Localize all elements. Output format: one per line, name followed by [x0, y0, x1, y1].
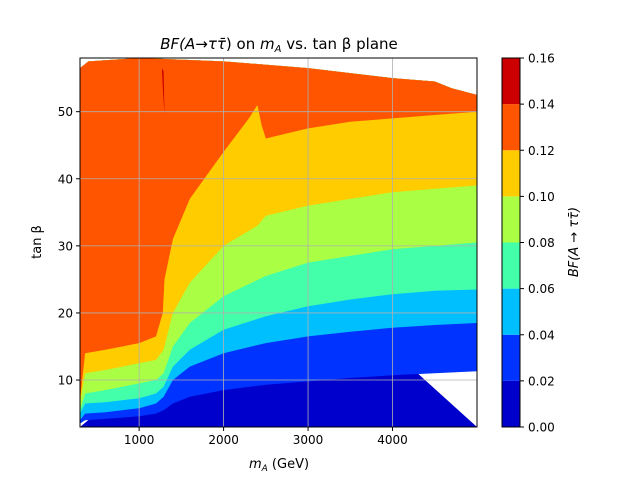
x-tick-label: 3000 — [293, 433, 324, 447]
colorbar-tick-label: 0.12 — [528, 144, 555, 158]
y-tick-label: 20 — [58, 306, 73, 320]
x-axis-label: mA (GeV) — [249, 457, 309, 474]
chart-title: BF(A→ττ̄) on mA vs. tan β plane — [160, 35, 398, 55]
x-tick-label: 4000 — [377, 433, 408, 447]
plot-frame — [79, 57, 478, 428]
colorbar-tick-label: 0.16 — [528, 52, 555, 66]
colorbar-swatch — [502, 104, 520, 151]
colorbar-swatch — [502, 196, 520, 243]
colorbar-swatch — [502, 58, 520, 105]
colorbar-swatch — [502, 334, 520, 381]
colorbar-swatch — [502, 242, 520, 289]
colorbar-swatch — [502, 380, 520, 427]
colorbar-tick-label: 0.06 — [528, 282, 555, 296]
colorbar-label: BF(A → ττ̄) — [567, 207, 582, 277]
y-tick-label: 10 — [58, 374, 73, 388]
colorbar-swatch — [502, 150, 520, 197]
colorbar-tick-label: 0.02 — [528, 374, 555, 388]
y-tick-label: 50 — [58, 105, 73, 119]
colorbar-tick-label: 0.04 — [528, 328, 555, 342]
colorbar-tick-label: 0.14 — [528, 98, 555, 112]
colorbar-tick-label: 0.00 — [528, 421, 555, 435]
region-level-6 — [80, 58, 477, 401]
y-tick-label: 40 — [58, 172, 73, 186]
region-level-7 — [161, 68, 165, 115]
y-tick-label: 30 — [58, 239, 73, 253]
colorbar-swatch — [502, 288, 520, 335]
x-tick-label: 2000 — [208, 433, 239, 447]
y-axis-label: tan β — [30, 225, 45, 259]
x-tick-label: 1000 — [124, 433, 155, 447]
colorbar-tick-label: 0.08 — [528, 236, 555, 250]
colorbar-tick-label: 0.10 — [528, 190, 555, 204]
